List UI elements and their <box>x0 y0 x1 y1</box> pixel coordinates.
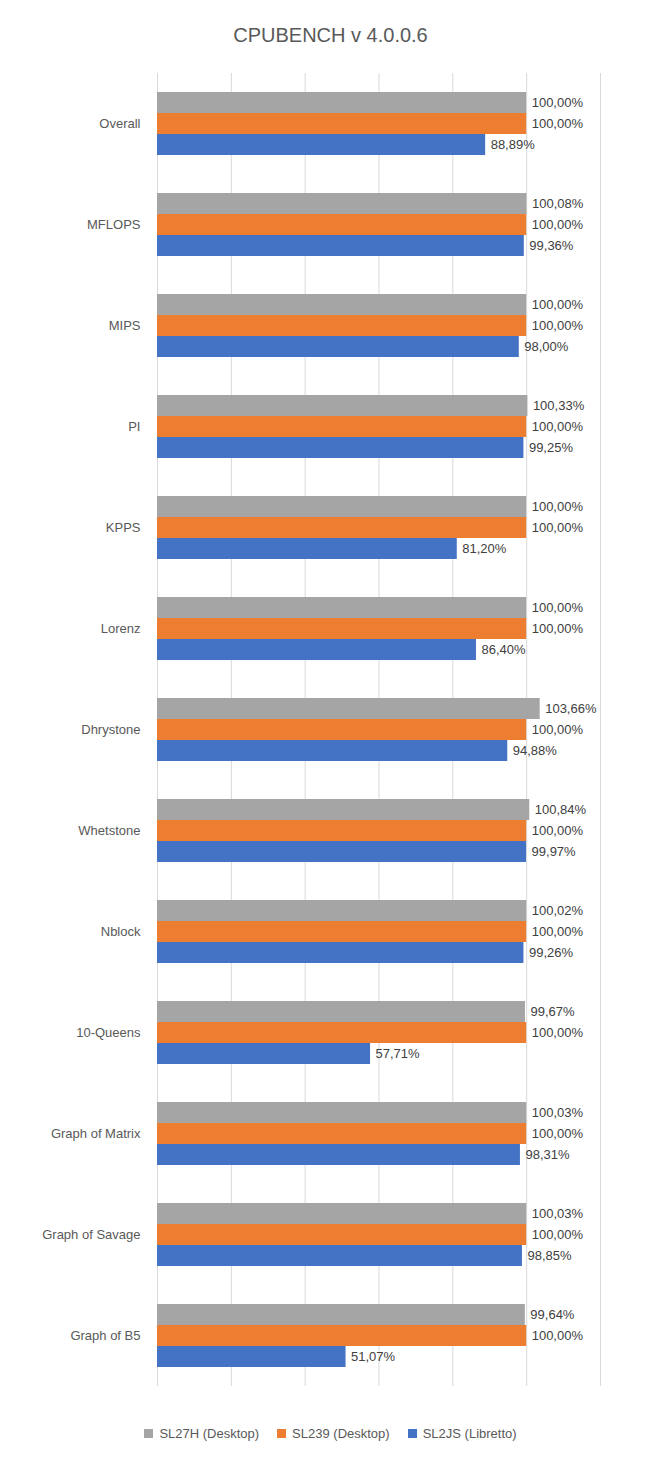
svg-text:100,00%: 100,00% <box>532 722 584 737</box>
svg-text:99,67%: 99,67% <box>530 1004 575 1019</box>
html-text:SL239 (Desktop): SL239 (Desktop) <box>292 1426 390 1441</box>
svg-text:100,00%: 100,00% <box>532 217 584 232</box>
svg-text:100,00%: 100,00% <box>532 600 584 615</box>
svg-text:100,00%: 100,00% <box>532 499 584 514</box>
svg-text:86,40%: 86,40% <box>481 642 526 657</box>
svg-text:81,20%: 81,20% <box>462 541 507 556</box>
svg-text:57,71%: 57,71% <box>376 1046 421 1061</box>
svg-text:100,00%: 100,00% <box>532 95 584 110</box>
svg-text:Whetstone: Whetstone <box>78 823 140 838</box>
svg-text:10-Queens: 10-Queens <box>76 1025 141 1040</box>
svg-text:99,64%: 99,64% <box>530 1307 575 1322</box>
svg-text:100,02%: 100,02% <box>532 903 584 918</box>
svg-text:Graph of Savage: Graph of Savage <box>42 1227 140 1242</box>
svg-text:100,00%: 100,00% <box>532 1025 584 1040</box>
svg-text:Lorenz: Lorenz <box>101 621 141 636</box>
html-text:SL27H (Desktop): SL27H (Desktop) <box>159 1426 260 1441</box>
html-text:SL2JS (Libretto): SL2JS (Libretto) <box>422 1426 517 1441</box>
svg-text:MFLOPS: MFLOPS <box>87 217 141 232</box>
svg-text:100,00%: 100,00% <box>532 621 584 636</box>
svg-text:100,00%: 100,00% <box>532 419 584 434</box>
svg-text:99,36%: 99,36% <box>529 238 574 253</box>
svg-text:100,00%: 100,00% <box>532 116 584 131</box>
svg-text:100,00%: 100,00% <box>532 1126 584 1141</box>
svg-text:100,08%: 100,08% <box>532 196 584 211</box>
svg-text:Dhrystone: Dhrystone <box>81 722 140 737</box>
svg-text:KPPS: KPPS <box>106 520 141 535</box>
svg-text:Nblock: Nblock <box>101 924 141 939</box>
html-text:CPUBENCH v 4.0.0.6: CPUBENCH v 4.0.0.6 <box>233 24 428 46</box>
svg-text:88,89%: 88,89% <box>491 137 536 152</box>
svg-text:94,88%: 94,88% <box>513 743 558 758</box>
svg-text:99,26%: 99,26% <box>529 945 574 960</box>
svg-text:100,00%: 100,00% <box>532 520 584 535</box>
svg-text:100,00%: 100,00% <box>532 924 584 939</box>
svg-text:Graph of Matrix: Graph of Matrix <box>51 1126 141 1141</box>
svg-text:99,97%: 99,97% <box>532 844 577 859</box>
svg-text:100,84%: 100,84% <box>535 802 587 817</box>
svg-text:98,00%: 98,00% <box>524 339 569 354</box>
svg-text:MIPS: MIPS <box>109 318 141 333</box>
svg-text:98,85%: 98,85% <box>527 1248 572 1263</box>
svg-text:100,00%: 100,00% <box>532 318 584 333</box>
svg-text:Graph of B5: Graph of B5 <box>70 1328 140 1343</box>
svg-text:100,00%: 100,00% <box>532 297 584 312</box>
svg-text:100,00%: 100,00% <box>532 1227 584 1242</box>
svg-text:PI: PI <box>128 419 140 434</box>
svg-text:100,03%: 100,03% <box>532 1206 584 1221</box>
svg-text:98,31%: 98,31% <box>525 1147 570 1162</box>
svg-text:100,00%: 100,00% <box>532 1328 584 1343</box>
svg-text:99,25%: 99,25% <box>529 440 574 455</box>
svg-text:100,00%: 100,00% <box>532 823 584 838</box>
svg-text:51,07%: 51,07% <box>351 1349 396 1364</box>
svg-text:100,33%: 100,33% <box>533 398 585 413</box>
svg-text:100,03%: 100,03% <box>532 1105 584 1120</box>
svg-text:Overall: Overall <box>99 116 140 131</box>
svg-text:103,66%: 103,66% <box>545 701 597 716</box>
